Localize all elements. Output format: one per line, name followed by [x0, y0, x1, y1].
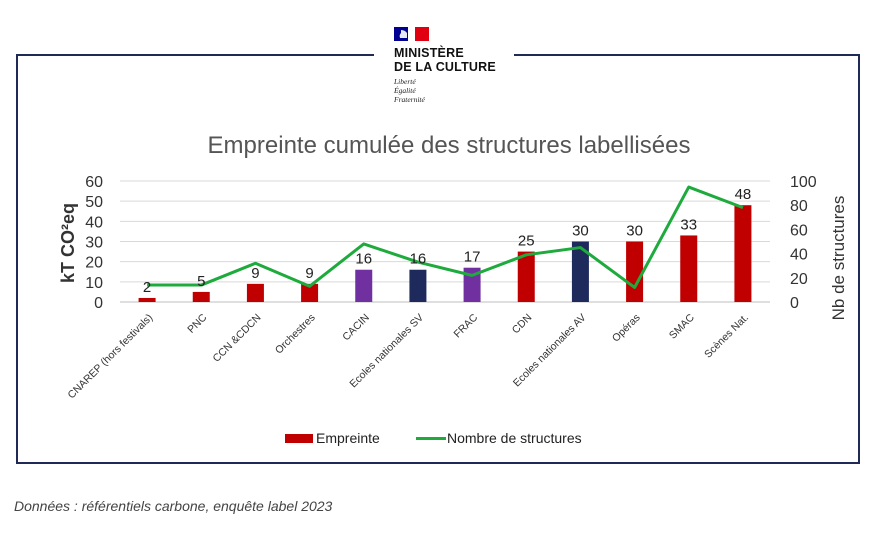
category-label: SMAC	[667, 311, 697, 341]
legend: Empreinte Nombre de structures	[285, 430, 582, 446]
ministry-logo: MINISTÈRE DE LA CULTURE Liberté Égalité …	[374, 22, 514, 112]
bar	[192, 291, 210, 302]
y2-axis-title: Nb de structures	[829, 196, 848, 321]
gridlines	[120, 180, 770, 303]
bar-value-label: 30	[626, 223, 643, 240]
logo-motto-3: Fraternité	[394, 95, 425, 104]
logo-line-2: DE LA CULTURE	[394, 60, 496, 74]
y2-tick-label: 20	[790, 271, 808, 288]
bar-value-label: 16	[355, 251, 372, 268]
y-tick-label: 50	[85, 194, 103, 211]
bar-value-label: 48	[735, 186, 752, 203]
chart-title: Empreinte cumulée des structures labelli…	[208, 132, 691, 159]
bar	[626, 241, 644, 302]
category-labels: CNAREP (hors festivals) PNC CCN &CDCN Orche…	[66, 311, 751, 401]
bar	[734, 205, 752, 302]
category-label: CACIN	[340, 312, 372, 344]
category-label: CNAREP (hors festivals)	[66, 312, 156, 402]
bar-value-label: 33	[680, 216, 697, 233]
bar-value-label: 9	[251, 265, 259, 282]
bar-value-label: 25	[518, 233, 535, 250]
category-label: CDN	[510, 312, 535, 337]
y-tick-label: 40	[85, 214, 103, 231]
bar	[246, 283, 264, 302]
category-label: PNC	[185, 311, 209, 335]
logo-line-1: MINISTÈRE	[394, 46, 464, 60]
category-label: Scènes Nat.	[702, 312, 751, 361]
y-tick-label: 10	[85, 275, 103, 292]
line-series	[147, 185, 744, 289]
bar-value-label: 17	[464, 249, 481, 266]
y2-tick-label: 60	[790, 222, 808, 239]
y-tick-label: 60	[85, 174, 103, 191]
y-axis-title: kT CO²eq	[58, 203, 78, 283]
bar	[138, 297, 156, 302]
y2-tick-label: 0	[790, 295, 799, 312]
logo-motto-2: Égalité	[394, 86, 416, 95]
bar-value-label: 30	[572, 223, 589, 240]
bar-value-label: 5	[197, 273, 205, 290]
category-label: CCN &CDCN	[211, 312, 264, 365]
bar-value-label: 2	[143, 279, 151, 296]
bar	[355, 269, 373, 302]
bar	[517, 251, 535, 302]
structures-line	[147, 185, 744, 289]
y2-tick-label: 40	[790, 247, 808, 264]
y-tick-label: 30	[85, 235, 103, 252]
y-tick-label: 0	[94, 295, 103, 312]
bars	[138, 205, 752, 302]
bar	[409, 269, 427, 302]
bar-value-label: 9	[305, 265, 313, 282]
data-source-caption: Données : référentiels carbone, enquête …	[14, 498, 333, 514]
marianne-flag-icon	[394, 27, 429, 41]
bar	[301, 283, 319, 302]
y2-tick-label: 100	[790, 174, 817, 191]
y-tick-label: 20	[85, 255, 103, 272]
category-label: FRAC	[452, 311, 481, 340]
axis-ticks: 0 10 20 30 40 50 60 0 20 40 60 80 100	[85, 174, 817, 312]
legend-label-empreinte: Empreinte	[316, 430, 380, 446]
bar	[463, 267, 481, 302]
category-label: Orchestres	[273, 312, 318, 357]
category-label: Opéras	[610, 312, 643, 345]
bar-value-label: 16	[410, 251, 427, 268]
bar	[571, 241, 589, 302]
bar	[680, 235, 698, 302]
y2-tick-label: 80	[790, 198, 808, 215]
legend-label-structures: Nombre de structures	[447, 430, 582, 446]
logo-motto-1: Liberté	[394, 77, 416, 86]
legend-swatch-empreinte	[285, 434, 313, 443]
